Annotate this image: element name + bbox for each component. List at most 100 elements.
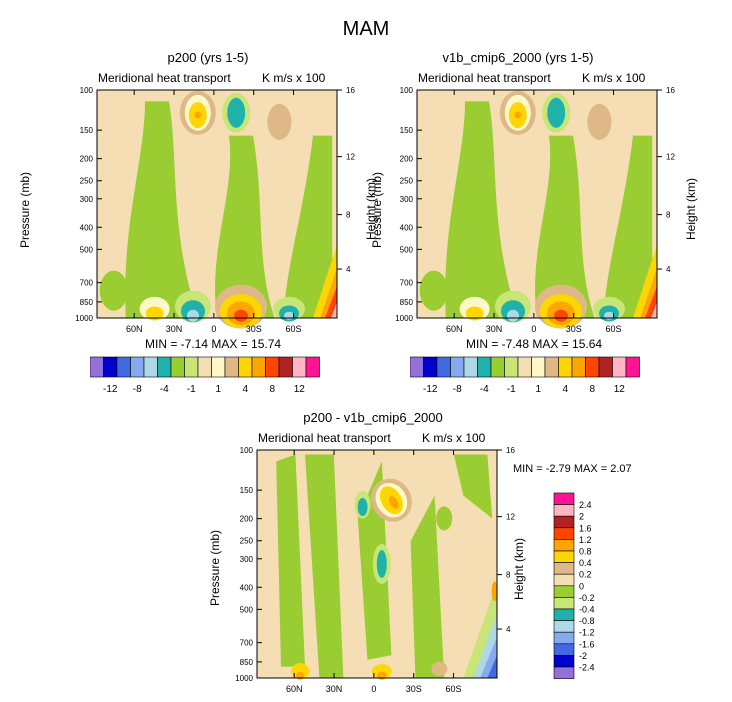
field-region-green bbox=[215, 135, 275, 318]
y-tick-label: 150 bbox=[80, 126, 94, 135]
y-tick-label: 1000 bbox=[75, 314, 93, 323]
panel-1-colorbar: -12 -8 -4 -1 1 4 8 12 bbox=[90, 356, 320, 395]
panel-1-ylabel: Pressure (mb) bbox=[18, 171, 32, 248]
field-region-teal bbox=[547, 97, 566, 128]
field-region-brown bbox=[267, 103, 292, 140]
y-tick-label: 150 bbox=[400, 126, 414, 135]
colorbar-swatch bbox=[553, 620, 575, 633]
colorbar-label: -12 bbox=[103, 384, 118, 395]
y-right-tick-label: 16 bbox=[346, 86, 355, 95]
x-tick-label: 60N bbox=[286, 684, 303, 694]
colorbar-swatch bbox=[612, 356, 627, 378]
colorbar-label: 8 bbox=[589, 384, 595, 395]
y-tick-label: 100 bbox=[400, 86, 414, 95]
colorbar-swatch bbox=[553, 585, 575, 598]
plot-frame bbox=[96, 89, 338, 319]
panel-3-minmax: MIN = -2.79 MAX = 2.07 bbox=[513, 463, 632, 475]
colorbar-swatch bbox=[553, 515, 575, 529]
y-right-tick-label: 12 bbox=[506, 513, 515, 522]
colorbar-label: 1.2 bbox=[579, 535, 592, 545]
field-region-orange bbox=[194, 111, 202, 119]
colorbar-swatch bbox=[553, 573, 575, 587]
y-tick-label: 200 bbox=[400, 155, 414, 164]
panel-2-subtitle-left: Meridional heat transport bbox=[418, 71, 551, 85]
field-region-green bbox=[284, 135, 333, 318]
colorbar-label: 1 bbox=[215, 384, 221, 395]
x-tick-label: 0 bbox=[531, 324, 536, 334]
panel-1-subtitle-left: Meridional heat transport bbox=[98, 71, 231, 85]
colorbar-swatch bbox=[544, 356, 559, 378]
colorbar-swatch bbox=[436, 356, 451, 378]
colorbar-label: 4 bbox=[562, 384, 568, 395]
field-region-green bbox=[604, 135, 653, 318]
panel-3-plot: 60N 30N 0 30S 60S 100 150 200 250 300 400 500 700 850… bbox=[235, 446, 515, 694]
colorbar-swatch bbox=[517, 356, 532, 378]
colorbar-label: -12 bbox=[423, 384, 438, 395]
colorbar-label: -1 bbox=[187, 384, 196, 395]
y-tick-label: 400 bbox=[240, 583, 254, 592]
colorbar-swatch bbox=[211, 356, 226, 378]
colorbar-swatch bbox=[490, 356, 505, 378]
y-tick-label: 200 bbox=[240, 515, 254, 524]
field-region-green bbox=[453, 454, 493, 519]
x-tick-label: 60S bbox=[286, 324, 302, 334]
colorbar-swatch bbox=[553, 643, 575, 656]
plot-frame bbox=[416, 89, 658, 319]
x-tick-label: 30N bbox=[326, 684, 343, 694]
panel-3-title: p200 - v1b_cmip6_2000 bbox=[303, 410, 443, 425]
y-tick-label: 200 bbox=[80, 155, 94, 164]
y-right-tick-label: 16 bbox=[506, 446, 515, 455]
panel-2-plot: 60N 30N 0 30S 60S 100 150 200 250 300 400 500 700 850… bbox=[395, 86, 675, 334]
colorbar-label: 1.6 bbox=[579, 523, 592, 533]
field-region-orange bbox=[388, 496, 399, 509]
plot-frame bbox=[256, 449, 498, 679]
colorbar-label: 4 bbox=[242, 384, 248, 395]
field-region-teal bbox=[357, 498, 368, 516]
colorbar-label: -1.6 bbox=[579, 639, 595, 649]
field-region-yellow bbox=[465, 306, 484, 321]
colorbar-swatch bbox=[585, 356, 600, 378]
colorbar-label: -0.4 bbox=[579, 605, 595, 615]
x-tick-label: 0 bbox=[371, 684, 376, 694]
x-tick-label: 60S bbox=[446, 684, 462, 694]
colorbar-swatch bbox=[305, 356, 320, 378]
x-tick-label: 30N bbox=[486, 324, 503, 334]
colorbar-swatch bbox=[553, 562, 575, 575]
colorbar-label: 12 bbox=[294, 384, 306, 395]
field-region-pink bbox=[651, 302, 657, 318]
x-tick-label: 60N bbox=[446, 324, 463, 334]
colorbar-swatch bbox=[625, 356, 640, 378]
colorbar-label: 2.4 bbox=[579, 500, 592, 510]
colorbar-swatch bbox=[197, 356, 212, 378]
colorbar-label: 0.2 bbox=[579, 570, 592, 580]
field-region-red bbox=[554, 309, 568, 322]
y-tick-label: 500 bbox=[400, 245, 414, 254]
colorbar-swatch bbox=[251, 356, 266, 378]
colorbar-label: -8 bbox=[453, 384, 462, 395]
panel-3-colorbar: 2.4 21.6 1.2 0.80.4 0.20 -0.2 -0.4-0.8 -1.2-1.6… bbox=[553, 492, 595, 679]
y-tick-label: 700 bbox=[400, 279, 414, 288]
field-region-green bbox=[125, 101, 198, 319]
x-tick-label: 0 bbox=[211, 324, 216, 334]
field-region-green bbox=[276, 454, 305, 667]
colorbar-swatch bbox=[553, 492, 575, 505]
y-right-tick-label: 4 bbox=[506, 625, 511, 634]
colorbar-swatch bbox=[558, 356, 573, 378]
field-region-teal bbox=[376, 550, 387, 578]
field-region-lightblue bbox=[604, 311, 614, 320]
y-tick-label: 700 bbox=[80, 279, 94, 288]
x-tick-label: 30N bbox=[166, 324, 183, 334]
field-region-green bbox=[410, 495, 445, 678]
field-region-blue bbox=[487, 655, 497, 678]
colorbar-label: -2.4 bbox=[579, 663, 595, 673]
colorbar-swatch bbox=[553, 597, 575, 610]
colorbar-swatch bbox=[157, 356, 172, 378]
figure-title: MAM bbox=[342, 18, 390, 40]
y-right-tick-label: 4 bbox=[346, 265, 351, 274]
colorbar-label: -1.2 bbox=[579, 628, 595, 638]
colorbar-label: 0.4 bbox=[579, 558, 592, 568]
colorbar-swatch bbox=[553, 527, 575, 540]
x-tick-label: 30S bbox=[566, 324, 582, 334]
colorbar-swatch bbox=[553, 550, 575, 563]
colorbar-swatch bbox=[238, 356, 253, 378]
